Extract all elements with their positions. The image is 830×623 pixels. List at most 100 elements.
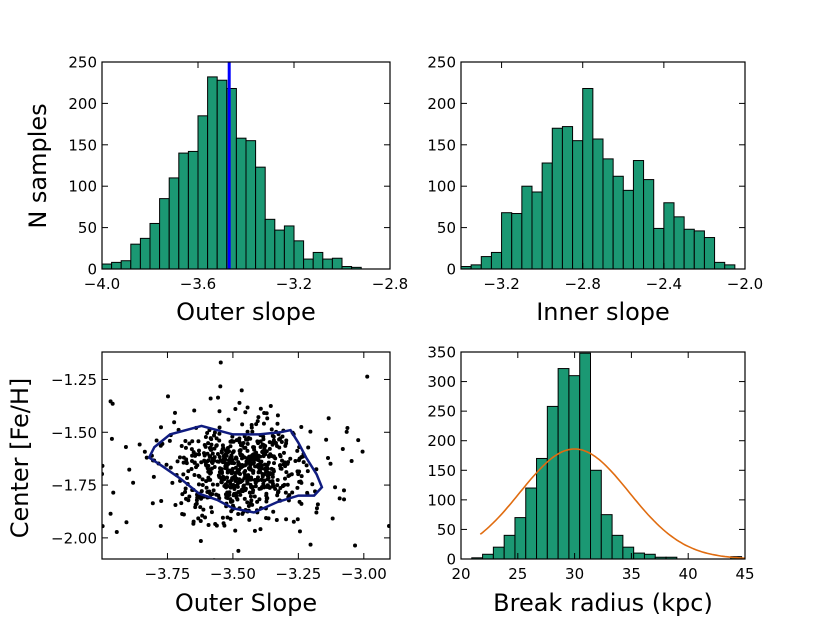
scatter-point [190,453,195,458]
x-tick-label: 25 [508,565,527,583]
histogram-bar [178,152,189,270]
axes-frame [101,61,391,270]
scatter-point [262,462,267,467]
y-tick-label: 200 [68,95,97,113]
scatter-point [226,417,231,422]
x-tick-label: 45 [735,565,754,583]
scatter-point [274,444,279,449]
x-tick-label: 30 [565,565,584,583]
scatter-point [192,408,197,413]
scatter-point [200,513,205,518]
scatter-point [245,481,250,486]
scatter-point [261,437,266,442]
scatter-point [365,374,370,379]
scatter-point [234,455,239,460]
scatter-point [206,475,211,480]
scatter-point [247,467,252,472]
scatter-point [249,475,254,480]
scatter-point [217,454,222,459]
scatter-point [212,464,217,469]
scatter-point [262,478,267,483]
scatter-point [193,453,198,458]
scatter-point [286,474,291,479]
histogram-bar [101,263,113,270]
scatter-point [219,480,224,485]
scatter-point [266,516,271,521]
histogram-bar [521,185,533,270]
scatter-point [353,543,358,548]
scatter-point [214,436,219,441]
histogram-bar [149,222,161,270]
scatter-point [214,492,219,497]
scatter-point [265,473,270,478]
scatter-point [360,449,365,454]
histogram-bar [568,375,581,560]
histogram-bar [503,534,516,560]
scatter-point [179,501,184,506]
scatter-point [245,405,250,410]
histogram-bar [590,469,602,560]
scatter-point [216,395,221,400]
x-tick-label: −3.25 [275,565,321,583]
scatter-point [283,476,288,481]
scatter-point [215,482,220,487]
scatter-point [108,399,113,404]
scatter-point [199,460,204,465]
scatter-point [244,437,249,442]
y-tick-label: 150 [68,136,97,154]
scatter-point [256,415,261,420]
histogram-bar [724,264,736,270]
scatter-point [261,481,266,486]
x-tick-label: −2.0 [727,275,763,293]
scatter-point [295,517,300,522]
scatter-point [151,474,156,479]
y-tick-label: 50 [437,219,456,237]
scatter-point [158,425,163,430]
scatter-point [197,452,202,457]
histogram-bar [293,240,305,270]
scatter-point [235,497,240,502]
scatter-point [246,504,251,509]
scatter-point [222,484,227,489]
scatter-point [244,459,249,464]
histogram-bar [611,534,624,560]
histogram-bar [622,189,634,270]
histogram-bar [643,553,656,560]
y-tick-label: 250 [68,54,97,72]
scatter-point [260,450,265,455]
histogram-bar [653,227,665,270]
scatter-point [328,461,333,466]
scatter-point [181,472,186,477]
scatter-point [203,515,208,520]
scatter-point [190,439,195,444]
scatter-point [220,443,225,448]
scatter-point [175,459,180,464]
scatter-point [236,460,241,465]
scatter-point [223,454,228,459]
y-tick-label: 0 [87,261,97,279]
scatter-point [230,458,235,463]
histogram-bar [714,261,726,270]
scatter-point [227,490,232,495]
x-tick-label: −3.75 [144,565,190,583]
scatter-point [233,528,238,533]
x-tick-label: −3.2 [276,275,312,293]
scatter-point [259,486,264,491]
scatter-point [264,411,269,416]
x-tick-label: −3.2 [483,275,519,293]
histogram-bar [303,258,314,270]
scatter-point [238,480,243,485]
scatter-point [215,459,220,464]
scatter-point [275,483,280,488]
scatter-point [258,463,263,468]
scatter-point [252,494,257,499]
scatter-point [337,496,342,501]
scatter-point [299,501,304,506]
panel-outer-slope-histogram: −4.0 −3.6 −3.2 −2.8 0 50 100 150 200 250 Outer sl… [24,54,408,327]
scatter-point [206,441,211,446]
scatter-point [326,456,331,461]
y-axis-label: Center [Fe/H] [6,378,34,539]
scatter-point [236,511,241,516]
scatter-point [209,442,214,447]
scatter-point [220,447,225,452]
